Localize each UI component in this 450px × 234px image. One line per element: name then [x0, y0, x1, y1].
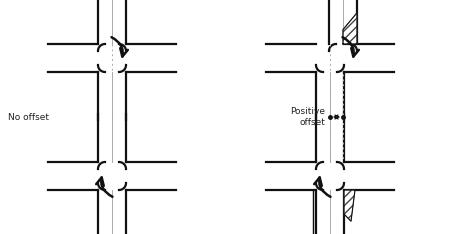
- Polygon shape: [343, 13, 357, 44]
- Text: No offset: No offset: [8, 113, 49, 121]
- Text: Positive
offset: Positive offset: [290, 107, 325, 127]
- Polygon shape: [344, 190, 355, 221]
